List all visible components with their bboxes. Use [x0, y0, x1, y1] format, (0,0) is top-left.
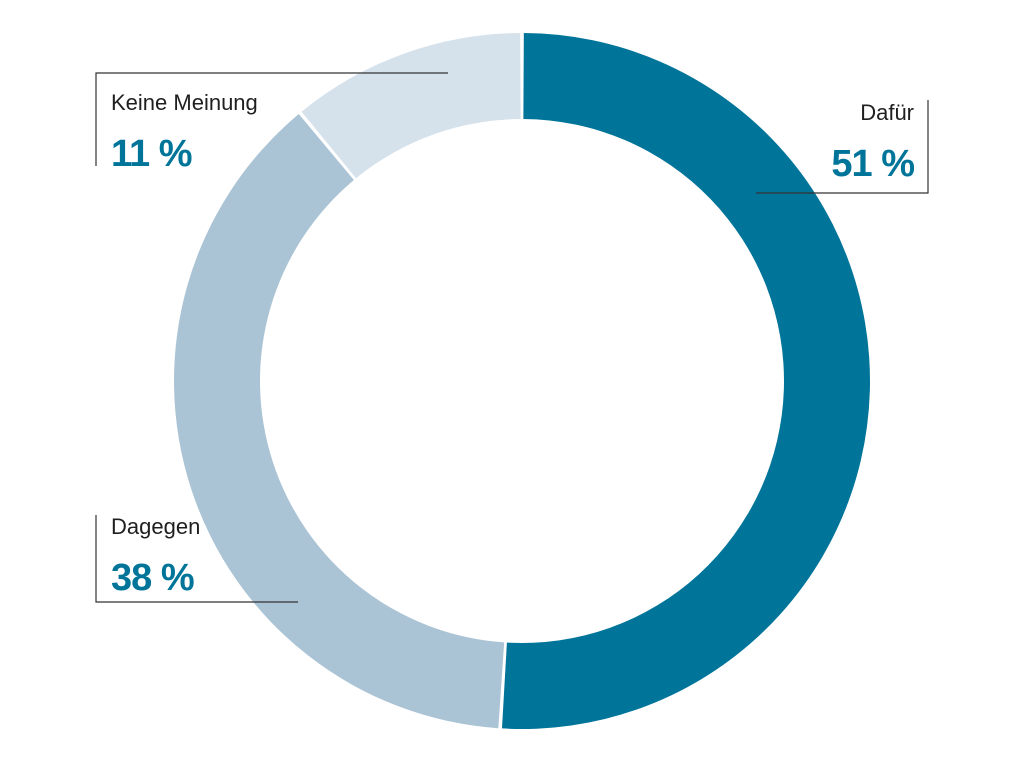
slice-label-keine-meinung: Keine Meinung	[111, 90, 258, 115]
slice-value-dagegen: 38 %	[111, 557, 194, 599]
slice-value-dafuer: 51 %	[831, 143, 914, 185]
slices-group	[174, 33, 870, 730]
slice-dafuer	[501, 33, 870, 730]
leader-line-keine-meinung	[95, 72, 448, 166]
leader-line-dafuer	[756, 100, 929, 194]
slice-value-keine-meinung: 11 %	[111, 133, 192, 175]
leader-line-dagegen	[95, 515, 298, 603]
slice-label-dagegen: Dagegen	[111, 514, 200, 539]
slice-label-dafuer: Dafür	[860, 100, 914, 125]
labels-group: Dafür 51 % Dagegen 38 % Keine Meinung 11 %	[111, 90, 915, 599]
slice-dagegen	[174, 114, 505, 729]
slice-keine-meinung	[301, 33, 521, 179]
leader-lines-group	[95, 72, 929, 603]
